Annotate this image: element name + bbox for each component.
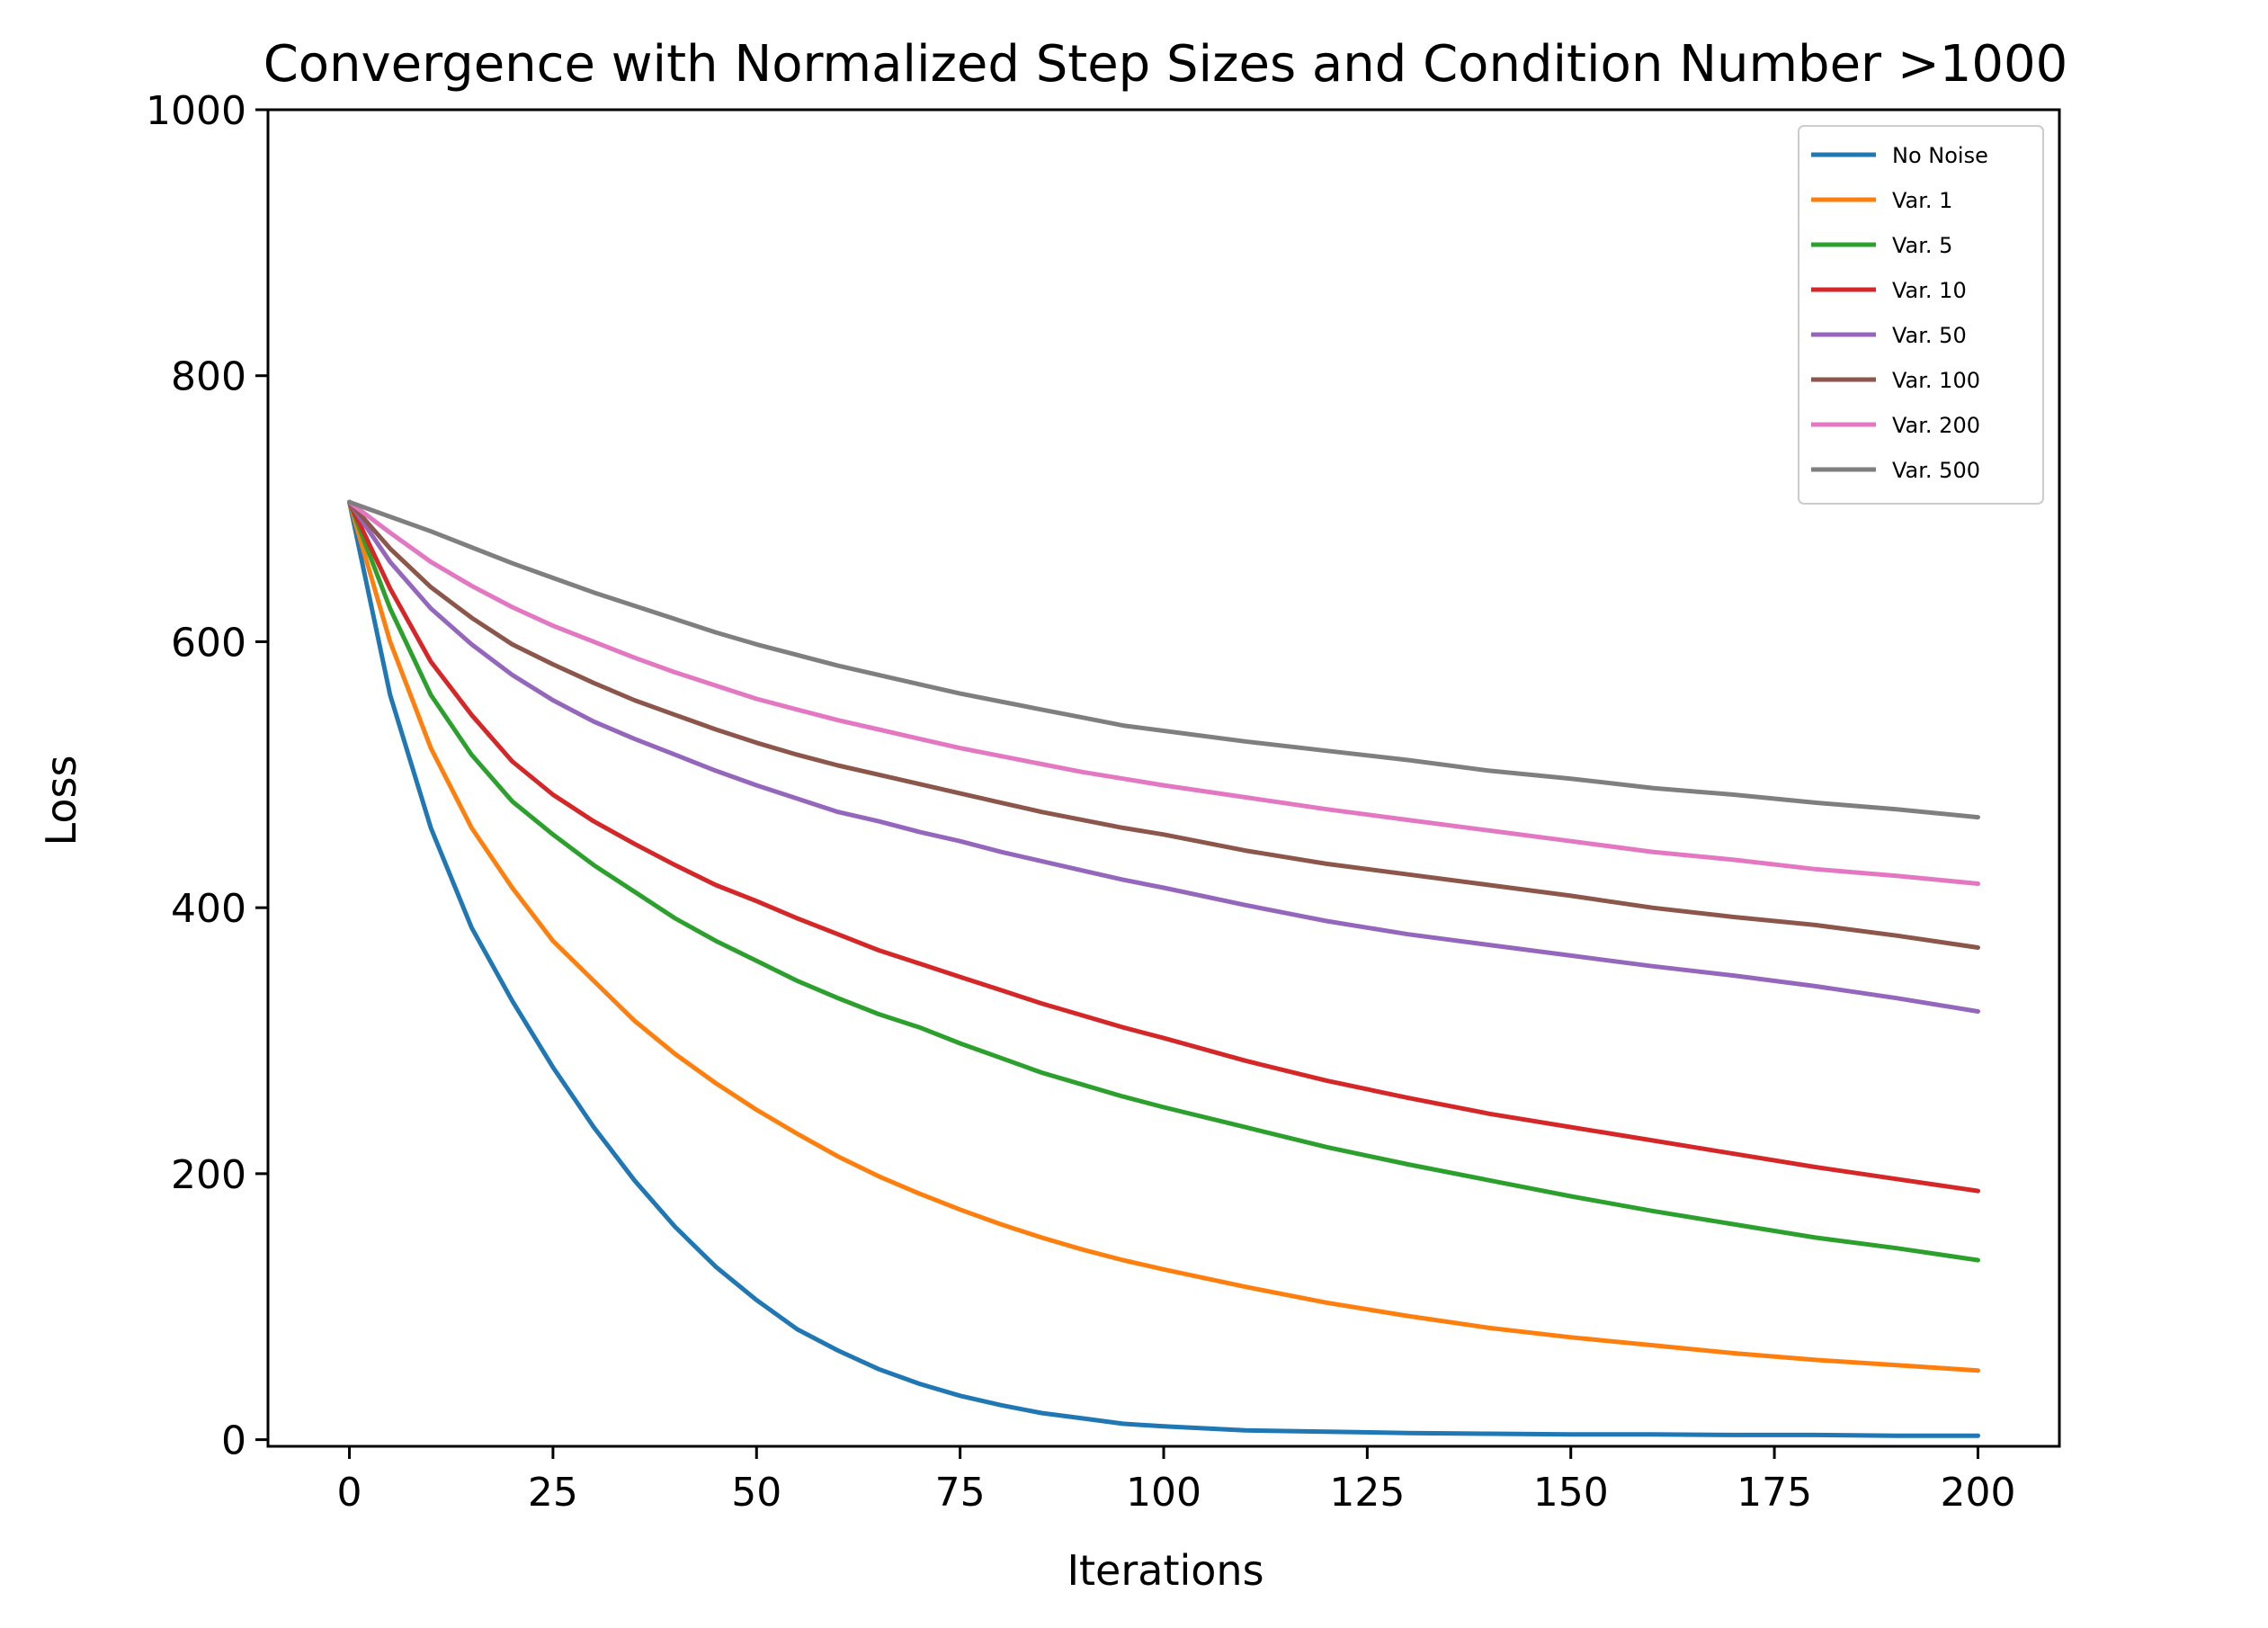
series-line-6 (347, 499, 1980, 886)
x-tick-label: 75 (935, 1470, 986, 1516)
x-tick-label: 200 (1940, 1470, 2015, 1516)
y-tick-label: 1000 (146, 88, 246, 134)
x-tick-label: 50 (731, 1470, 781, 1516)
x-axis-label: Iterations (1067, 1546, 1263, 1595)
series-line-7 (347, 499, 1980, 820)
legend-label: Var. 1 (1892, 188, 1952, 213)
legend-label: Var. 10 (1892, 278, 1967, 303)
x-tick-label: 25 (528, 1470, 578, 1516)
series-line-2 (347, 499, 1980, 1263)
x-tick-label: 125 (1329, 1470, 1405, 1516)
series-line-4 (347, 499, 1980, 1014)
legend-label: Var. 50 (1892, 323, 1967, 348)
series-line-0 (347, 499, 1980, 1438)
axes: 0 25 50 75 100 125 150 175 200 0 200 400 600 800 1000 (146, 88, 2061, 1516)
y-tick-label: 800 (171, 354, 246, 400)
x-tick-label: 150 (1533, 1470, 1609, 1516)
y-tick-label: 400 (171, 886, 246, 932)
y-axis-label: Loss (37, 756, 85, 846)
axes-frame (266, 108, 2061, 1448)
legend-label: Var. 100 (1892, 368, 1980, 393)
y-tick-label: 0 (221, 1418, 246, 1464)
x-tick-label: 175 (1737, 1470, 1812, 1516)
legend-label: Var. 500 (1892, 458, 1980, 483)
y-tick-label: 200 (171, 1152, 246, 1198)
legend-label: Var. 200 (1892, 413, 1980, 438)
legend-label: No Noise (1892, 143, 1988, 168)
legend: No Noise Var. 1 Var. 5 Var. 10 Var. 50 Var. 1… (1798, 125, 2044, 505)
legend-box (1798, 125, 2044, 505)
series-line-5 (347, 499, 1980, 950)
legend-label: Var. 5 (1892, 233, 1952, 258)
chart-title: Convergence with Normalized Step Sizes a… (263, 35, 2068, 94)
y-tick-label: 600 (171, 620, 246, 666)
plot-area (347, 499, 1980, 1438)
series-line-1 (347, 499, 1980, 1373)
x-tick-label: 100 (1126, 1470, 1201, 1516)
x-tick-label: 0 (337, 1470, 362, 1516)
series-line-3 (347, 499, 1980, 1194)
